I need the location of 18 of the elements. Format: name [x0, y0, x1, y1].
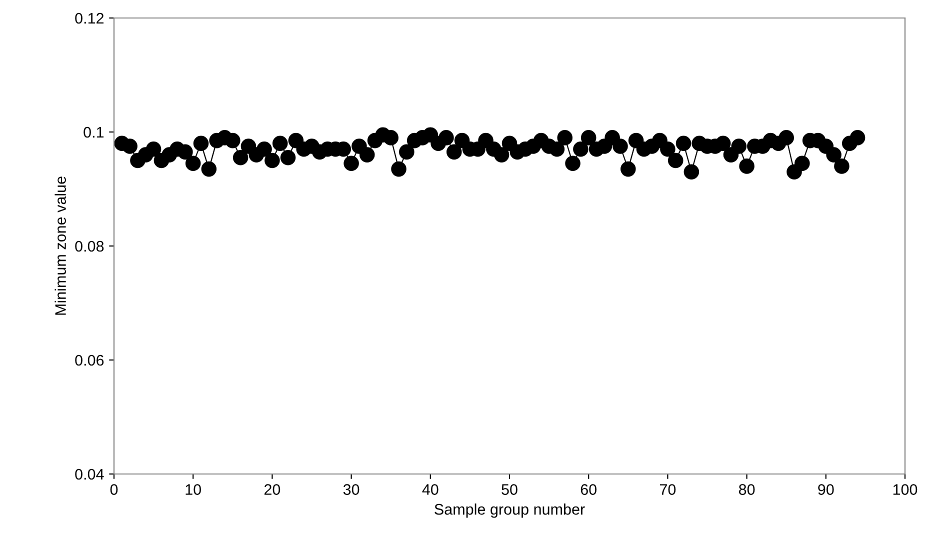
x-tick-label: 30	[343, 484, 360, 495]
x-tick-label: 70	[660, 484, 676, 495]
x-tick-label: 50	[502, 484, 518, 495]
y-tick-label: 0.04	[75, 468, 104, 480]
x-tick-label: 40	[422, 484, 438, 495]
y-axis-title: Minimum zone value	[54, 176, 66, 315]
y-tick-label: 0.06	[75, 354, 104, 366]
y-tick-label: 0.12	[75, 12, 104, 24]
x-tick-label: 10	[186, 484, 201, 495]
x-tick-label: 0	[110, 484, 118, 495]
x-axis-title: Sample group number	[434, 504, 585, 518]
x-tick-label: 20	[264, 484, 280, 495]
x-tick-label: 100	[893, 484, 918, 495]
x-tick-label: 80	[738, 484, 755, 495]
x-tick-label: 60	[580, 484, 596, 495]
x-tick-label: 90	[818, 484, 834, 495]
y-tick-label: 0.1	[84, 126, 104, 138]
y-tick-label: 0.08	[75, 240, 104, 252]
